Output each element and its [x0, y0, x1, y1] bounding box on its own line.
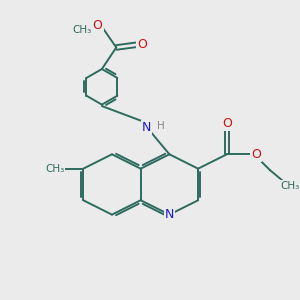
- Text: N: N: [165, 208, 174, 221]
- Text: N: N: [142, 121, 151, 134]
- Text: CH₃: CH₃: [280, 181, 300, 191]
- Text: O: O: [222, 117, 232, 130]
- Text: CH₃: CH₃: [72, 25, 92, 35]
- Text: H: H: [157, 121, 165, 130]
- Text: O: O: [137, 38, 147, 51]
- Text: CH₃: CH₃: [45, 164, 64, 174]
- Text: O: O: [251, 148, 261, 161]
- Text: O: O: [93, 20, 103, 32]
